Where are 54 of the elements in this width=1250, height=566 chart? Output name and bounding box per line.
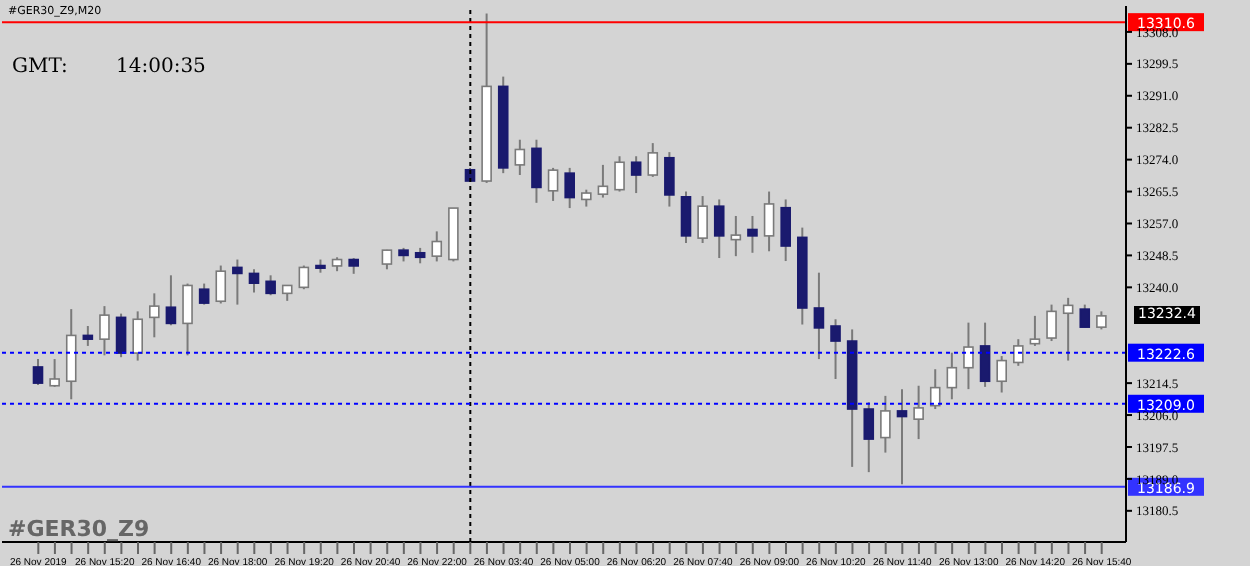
candlestick xyxy=(182,282,193,357)
candlestick xyxy=(1046,303,1057,343)
candlestick xyxy=(32,358,44,386)
candlestick xyxy=(813,271,825,361)
candlestick xyxy=(215,264,227,305)
candlestick xyxy=(115,312,127,359)
candlestick xyxy=(198,282,210,306)
candlestick xyxy=(929,368,941,411)
candlestick xyxy=(248,268,260,294)
annotation: GMT: xyxy=(12,56,68,78)
candlestick xyxy=(1013,338,1024,367)
candlestick xyxy=(82,325,94,347)
candlestick xyxy=(896,388,908,486)
candlestick xyxy=(780,198,791,263)
candlestick xyxy=(132,310,143,362)
candlestick xyxy=(747,214,758,254)
candlestick xyxy=(614,155,625,193)
candlestick xyxy=(913,384,924,441)
candlestick xyxy=(1079,303,1091,329)
annotation: #GER30_Z9 xyxy=(8,516,150,542)
candlestick xyxy=(514,138,526,177)
candlestick xyxy=(1062,296,1074,362)
candlestick xyxy=(49,358,60,388)
candlestick xyxy=(963,321,974,391)
candlestick xyxy=(680,190,692,245)
candlestick xyxy=(597,163,609,199)
candlestick xyxy=(863,401,875,474)
candlestick xyxy=(265,274,276,297)
candlestick xyxy=(431,230,443,263)
candlestick xyxy=(149,292,160,339)
candlestick xyxy=(547,166,559,202)
candlestick xyxy=(647,142,659,178)
candlestick xyxy=(99,305,110,357)
candlestick xyxy=(664,151,675,208)
candlestick xyxy=(880,394,891,454)
candlestick xyxy=(381,248,393,271)
candlestick xyxy=(830,318,841,380)
candlestick xyxy=(564,166,575,210)
candlestick xyxy=(979,321,991,388)
candlestick xyxy=(232,258,243,306)
annotation: 14:00:35 xyxy=(116,56,206,78)
candlestick xyxy=(946,351,958,401)
candlestick xyxy=(630,155,642,195)
candlestick xyxy=(996,355,1007,394)
candlestick xyxy=(1029,314,1041,347)
candlestick xyxy=(1096,310,1107,331)
candlestick xyxy=(763,190,775,253)
candlestick xyxy=(298,264,310,291)
candlestick xyxy=(697,195,708,245)
candlestick xyxy=(165,274,177,327)
candlestick xyxy=(713,198,725,260)
candlestick xyxy=(730,214,742,258)
candlestick xyxy=(531,138,542,204)
candlestick xyxy=(65,308,77,401)
